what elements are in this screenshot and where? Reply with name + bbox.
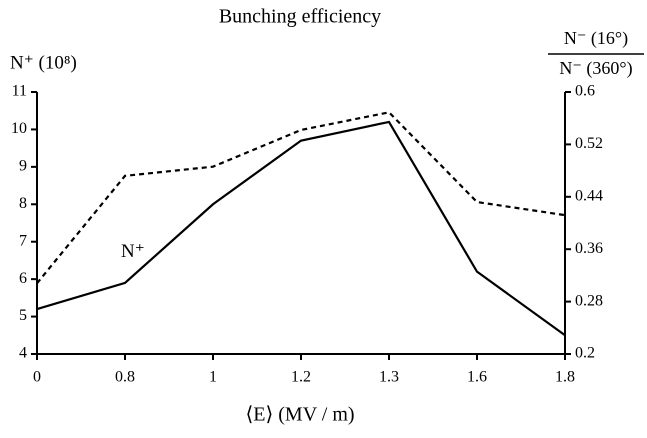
line-series: [36, 111, 566, 284]
y2-axis-label-numerator: N⁻ (16°): [564, 28, 628, 49]
x-tick-label: 1.8: [555, 369, 575, 386]
y2-axis-label-denominator: N⁻ (360°): [559, 58, 632, 79]
y2-tick-label: 0.44: [575, 187, 603, 204]
y2-tick-label: 0.28: [575, 292, 603, 309]
x-tick-label: 1.2: [291, 369, 311, 386]
chart-title: Bunching efficiency: [219, 6, 381, 28]
x-tick-label: 1.6: [467, 369, 487, 386]
y-tick-label: 4: [19, 345, 27, 362]
x-tick-label: 1.3: [379, 369, 399, 386]
x-tick-label: 0.8: [115, 369, 135, 386]
y2-tick-label: 0.6: [575, 83, 595, 100]
y-tick-label: 5: [19, 307, 27, 324]
y2-tick-label: 0.2: [575, 345, 595, 362]
line-series: [36, 120, 566, 337]
series-label: N⁺: [121, 241, 145, 262]
y2-tick-label: 0.36: [575, 240, 603, 257]
y-tick-label: 8: [19, 195, 27, 212]
y-axis-label: N⁺ (10⁸): [10, 52, 77, 73]
x-tick-label: 1: [209, 369, 217, 386]
x-axis-label: ⟨E⟩ (MV / m): [245, 404, 354, 426]
y2-tick-label: 0.52: [575, 135, 603, 152]
y-tick-label: 7: [19, 232, 27, 249]
y-tick-label: 6: [19, 270, 27, 287]
y-tick-label: 10: [11, 120, 27, 137]
y-tick-label: 11: [12, 83, 27, 100]
y-tick-label: 9: [19, 158, 27, 175]
x-tick-label: 0: [33, 369, 41, 386]
